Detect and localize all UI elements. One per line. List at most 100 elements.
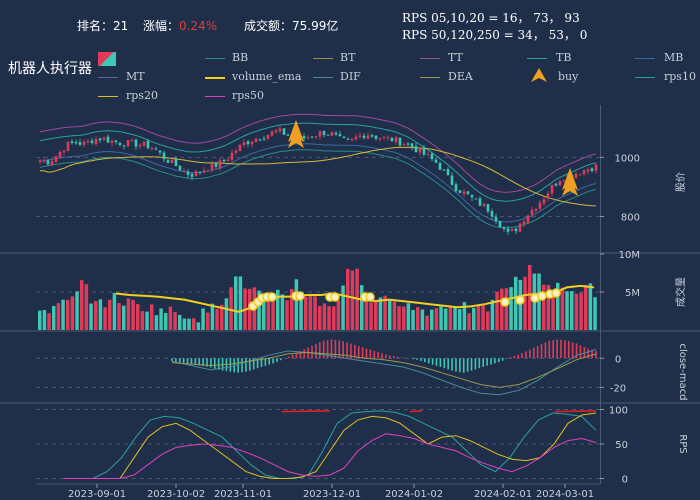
volume-bar <box>579 293 582 330</box>
candle-body <box>203 171 206 173</box>
candle-body <box>363 136 366 138</box>
candle-body <box>79 142 82 145</box>
candle-body <box>543 199 546 203</box>
candle-body <box>407 144 410 145</box>
macd-axis-label: close-macd <box>677 343 688 400</box>
candle-body <box>263 139 266 140</box>
volume-bar <box>561 288 564 330</box>
volume-bar <box>89 304 92 330</box>
volume-bar <box>318 306 321 330</box>
candle-body <box>447 169 450 175</box>
volume-bar <box>187 319 190 330</box>
volume-bar <box>52 306 55 330</box>
volume-bar <box>173 312 176 330</box>
candle-body <box>215 163 218 167</box>
candle-body <box>307 137 310 138</box>
volume-bar <box>71 296 74 330</box>
candle-body <box>323 131 326 135</box>
candle-body <box>267 135 270 139</box>
volume-bar <box>337 300 340 330</box>
candle-body <box>223 160 226 161</box>
x-tick-label: 2024-01-02 <box>385 489 443 500</box>
volume-bar <box>519 280 522 330</box>
candle-body <box>519 224 522 232</box>
candle-body <box>427 154 430 155</box>
candle-body <box>439 163 442 170</box>
volume-bar <box>141 311 144 330</box>
volume-tick-label: 10M <box>619 250 640 261</box>
candle-body <box>579 174 582 175</box>
volume-bar <box>103 307 106 330</box>
volume-bar <box>201 308 204 330</box>
dea-line <box>172 352 596 387</box>
volume-bar <box>379 297 382 330</box>
volume-bar <box>183 318 186 330</box>
candle-body <box>123 145 126 146</box>
candle-body <box>463 192 466 194</box>
candle-body <box>391 138 394 141</box>
candle-body <box>163 153 166 160</box>
candle-body <box>595 164 598 170</box>
candle-body <box>523 222 526 225</box>
candle-body <box>319 131 322 136</box>
volume-signal-marker <box>538 292 546 300</box>
volume-signal-marker <box>516 296 524 304</box>
rps-tick-label: 0 <box>622 474 628 485</box>
volume-bar <box>127 299 130 330</box>
volume-bar <box>155 315 158 330</box>
candle-body <box>451 176 454 185</box>
candle-body <box>587 169 590 171</box>
volume-bar <box>66 300 69 330</box>
volume-bar <box>486 311 489 330</box>
candle-body <box>175 159 178 166</box>
candle-body <box>515 229 518 232</box>
candle-body <box>43 161 46 162</box>
volume-bar <box>192 318 195 330</box>
candle-body <box>467 191 470 194</box>
candle-body <box>251 141 254 144</box>
candle-body <box>479 198 482 205</box>
candle-body <box>199 172 202 173</box>
candle-body <box>487 204 490 211</box>
volume-bar <box>365 300 368 330</box>
volume-bar <box>229 287 232 330</box>
candle-body <box>227 159 230 161</box>
rps-high-segment <box>282 411 330 412</box>
candle-body <box>179 166 182 170</box>
candle-body <box>139 145 142 146</box>
volume-bar <box>313 296 316 330</box>
volume-bar <box>551 294 554 330</box>
volume-bar <box>472 308 475 330</box>
volume-bar <box>215 309 218 330</box>
volume-bar <box>225 298 228 330</box>
price-trend-line <box>40 147 596 206</box>
candle-body <box>259 140 262 141</box>
candle-body <box>415 146 418 152</box>
candle-body <box>99 139 102 141</box>
candle-body <box>591 168 594 171</box>
candle-body <box>211 163 214 169</box>
candle-body <box>375 136 378 139</box>
volume-bar <box>435 308 438 330</box>
candle-body <box>495 217 498 222</box>
volume-bar <box>416 307 419 330</box>
volume-axis-label: 成交量 <box>674 277 687 307</box>
volume-bar <box>477 305 480 330</box>
candle-body <box>475 198 478 199</box>
candle-body <box>207 171 210 172</box>
candle-body <box>459 190 462 193</box>
candle-body <box>371 135 374 136</box>
volume-signal-marker <box>366 293 374 301</box>
candle-body <box>355 137 358 139</box>
candle-body <box>51 161 54 165</box>
rps-high-segment <box>410 411 422 412</box>
price-band-line <box>40 123 596 201</box>
candle-body <box>107 137 110 143</box>
volume-bar <box>309 294 312 330</box>
candle-body <box>63 151 66 152</box>
volume-bar <box>43 310 46 330</box>
volume-bar <box>285 300 288 330</box>
rps-line-rps20 <box>64 413 596 479</box>
candle-body <box>367 135 370 138</box>
